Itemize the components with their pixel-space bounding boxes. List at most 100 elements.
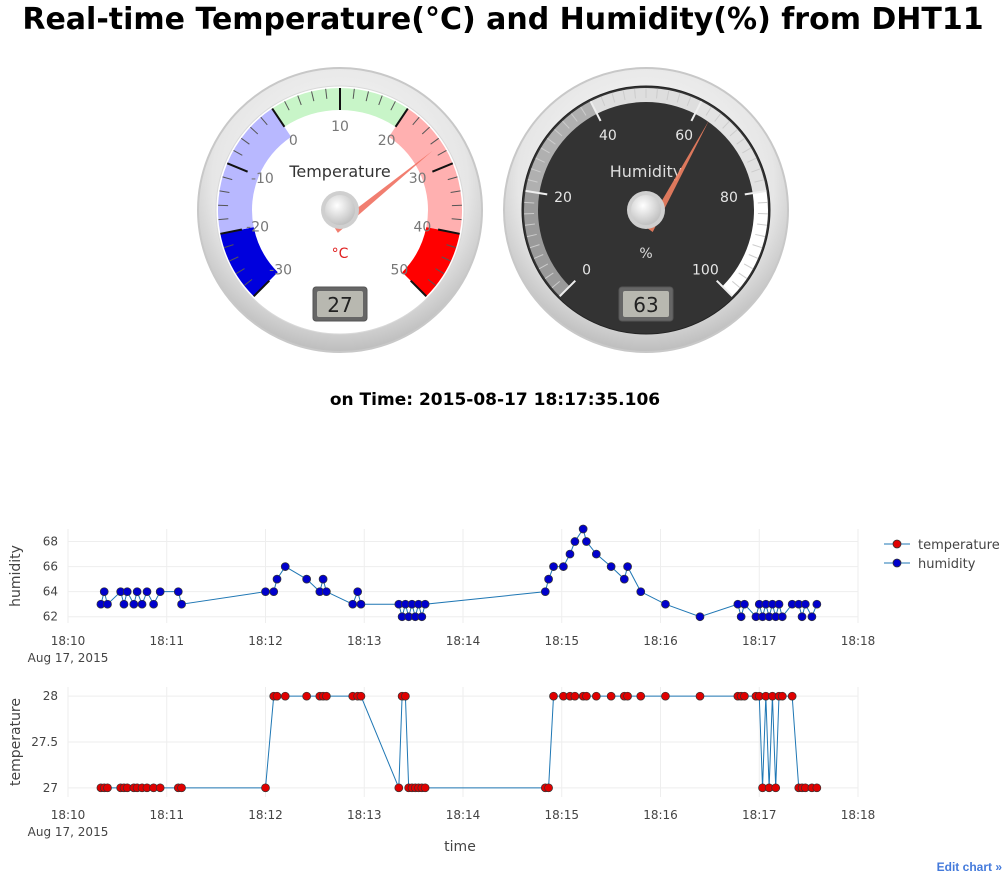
legend-marker-temperature <box>892 539 902 549</box>
data-point-humidity[interactable] <box>736 612 746 622</box>
data-point-temperature[interactable] <box>401 691 410 701</box>
data-point-humidity[interactable] <box>155 587 165 597</box>
data-point-humidity[interactable] <box>417 612 427 622</box>
gauge-tick-label: -30 <box>269 262 292 278</box>
data-point-humidity[interactable] <box>570 537 580 546</box>
temperature-gauge-units: °C <box>332 246 349 262</box>
data-point-humidity[interactable] <box>797 612 807 622</box>
time-value: 2015-08-17 18:17:35.106 <box>418 390 661 410</box>
gauge-tick-label: 50 <box>390 262 408 278</box>
data-point-humidity[interactable] <box>420 599 430 609</box>
edit-chart-link[interactable]: Edit chart » <box>936 860 1002 874</box>
data-point-temperature[interactable] <box>103 783 112 793</box>
data-point-humidity[interactable] <box>269 587 279 597</box>
data-point-temperature[interactable] <box>280 691 290 701</box>
data-point-temperature[interactable] <box>606 691 616 701</box>
data-point-humidity[interactable] <box>578 524 588 534</box>
data-point-humidity[interactable] <box>623 562 632 571</box>
data-point-humidity[interactable] <box>774 599 784 609</box>
data-point-humidity[interactable] <box>173 587 183 597</box>
data-point-humidity[interactable] <box>636 587 646 597</box>
data-point-humidity[interactable] <box>695 612 705 622</box>
x-tick-label: 18:13 <box>347 808 382 822</box>
data-point-humidity[interactable] <box>149 599 158 609</box>
data-point-humidity[interactable] <box>619 574 629 584</box>
humidity-panel: 18:10 18:11 18:12 18:13 18:14 18:15 18:16 18:17… <box>8 524 875 665</box>
data-point-humidity[interactable] <box>591 549 601 559</box>
data-point-humidity[interactable] <box>318 574 328 584</box>
x-tick-label: 18:14 <box>446 808 481 822</box>
data-point-temperature[interactable] <box>322 691 331 701</box>
data-point-humidity[interactable] <box>322 587 331 597</box>
data-point-humidity[interactable] <box>122 587 132 597</box>
time-line: on Time: 2015-08-17 18:17:35.106 <box>0 390 990 410</box>
data-point-temperature[interactable] <box>394 783 404 793</box>
y-axis-title: humidity <box>8 545 24 607</box>
data-point-humidity[interactable] <box>606 562 616 571</box>
data-point-temperature[interactable] <box>261 783 270 793</box>
data-point-temperature[interactable] <box>777 691 787 701</box>
gauge-tick-label: 10 <box>331 119 349 135</box>
x-tick-label: 18:16 <box>643 634 678 648</box>
x-tick-label: 18:18 <box>841 808 876 822</box>
data-point-humidity[interactable] <box>132 587 142 597</box>
data-point-temperature[interactable] <box>272 691 282 701</box>
data-point-temperature[interactable] <box>636 691 646 701</box>
gauge-tick-label: 60 <box>675 128 693 144</box>
data-point-humidity[interactable] <box>261 587 270 597</box>
data-point-temperature[interactable] <box>661 691 670 701</box>
data-point-temperature[interactable] <box>623 691 632 701</box>
data-point-temperature[interactable] <box>771 783 781 793</box>
x-tick-label: 18:15 <box>544 634 579 648</box>
gauge-tick-label: 40 <box>599 128 617 144</box>
data-point-temperature[interactable] <box>695 691 705 701</box>
data-point-humidity[interactable] <box>119 599 129 609</box>
data-point-humidity[interactable] <box>142 587 152 597</box>
legend-item-temperature[interactable]: temperature <box>884 538 1000 553</box>
data-point-humidity[interactable] <box>302 574 311 584</box>
data-point-temperature[interactable] <box>740 691 749 701</box>
data-point-humidity[interactable] <box>559 562 568 571</box>
data-point-humidity[interactable] <box>280 562 290 571</box>
data-point-humidity[interactable] <box>272 574 282 584</box>
data-point-temperature[interactable] <box>544 783 553 793</box>
data-point-humidity[interactable] <box>549 562 558 571</box>
data-point-temperature[interactable] <box>570 691 580 701</box>
data-point-temperature[interactable] <box>155 783 165 793</box>
data-point-temperature[interactable] <box>591 691 601 701</box>
data-point-humidity[interactable] <box>582 537 591 546</box>
data-point-humidity[interactable] <box>99 587 109 597</box>
data-point-humidity[interactable] <box>740 599 749 609</box>
data-point-humidity[interactable] <box>807 612 817 622</box>
data-point-temperature[interactable] <box>549 691 558 701</box>
data-point-humidity[interactable] <box>353 587 363 597</box>
data-point-humidity[interactable] <box>137 599 147 609</box>
data-point-humidity[interactable] <box>544 574 553 584</box>
time-prefix: on Time: <box>329 390 414 410</box>
data-point-humidity[interactable] <box>177 599 186 609</box>
legend[interactable]: temperature humidity <box>884 538 1000 572</box>
data-point-humidity[interactable] <box>661 599 670 609</box>
temperature-lcd: 27 <box>312 286 368 322</box>
data-point-temperature[interactable] <box>420 783 430 793</box>
data-point-temperature[interactable] <box>177 783 186 793</box>
data-point-humidity[interactable] <box>565 549 575 559</box>
data-point-humidity[interactable] <box>812 599 822 609</box>
gauge-tick-label: -10 <box>251 171 274 187</box>
data-point-humidity[interactable] <box>540 587 550 597</box>
data-point-humidity[interactable] <box>129 599 139 609</box>
data-point-humidity[interactable] <box>103 599 112 609</box>
data-point-humidity[interactable] <box>800 599 810 609</box>
humidity-gauge-title: Humidity <box>610 162 683 181</box>
data-point-temperature[interactable] <box>787 691 797 701</box>
data-point-temperature[interactable] <box>302 691 311 701</box>
data-point-temperature[interactable] <box>356 691 366 701</box>
data-point-temperature[interactable] <box>812 783 822 793</box>
x-date-label: Aug 17, 2015 <box>28 651 109 665</box>
data-point-temperature[interactable] <box>582 691 591 701</box>
data-point-humidity[interactable] <box>777 612 787 622</box>
legend-item-humidity[interactable]: humidity <box>884 557 976 572</box>
data-point-humidity[interactable] <box>348 599 358 609</box>
x-date-label: Aug 17, 2015 <box>28 825 109 839</box>
data-point-humidity[interactable] <box>356 599 366 609</box>
